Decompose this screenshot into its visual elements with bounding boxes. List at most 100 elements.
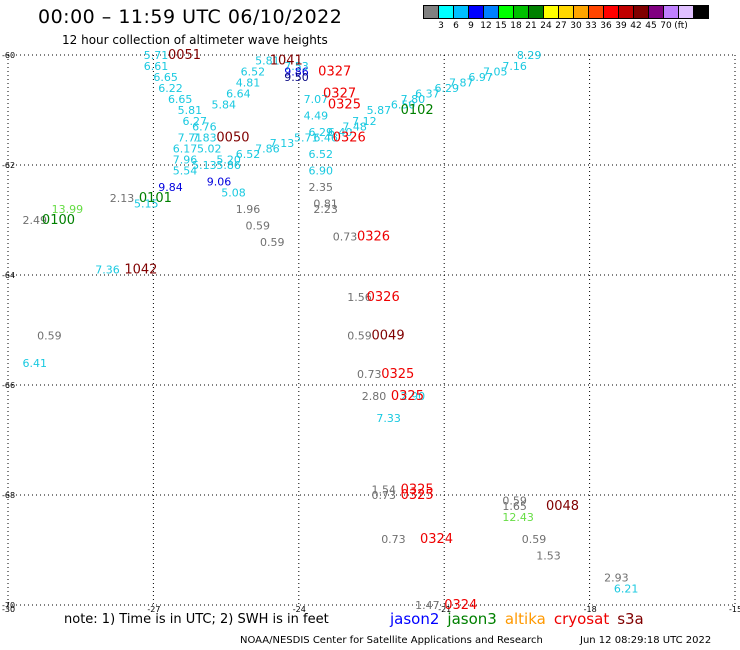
legend-label: 33	[585, 21, 597, 31]
wave-height-label: 5.81	[255, 55, 280, 68]
wave-height-label: 1.65	[502, 500, 527, 513]
lon-label: -18	[584, 605, 597, 614]
satellite-s3a: s3a	[617, 610, 644, 628]
wave-height-label: 7.83	[192, 132, 217, 145]
wave-height-label: 0.81	[313, 198, 338, 211]
wave-height-label: 2.80	[362, 390, 387, 403]
wave-height-label: 2.13	[110, 192, 135, 205]
wave-height-label: 1.54	[372, 484, 397, 497]
pass-time-label: 0051	[168, 48, 201, 63]
page-title: 00:00 – 11:59 UTC 06/10/2022	[38, 6, 343, 28]
pass-time-label: 0325	[401, 488, 434, 503]
wave-height-label: 7.86	[255, 143, 280, 156]
legend-label: 45	[645, 21, 657, 31]
wave-height-label: 12.43	[502, 511, 534, 524]
wave-height-label: 7.53	[284, 60, 309, 73]
wave-height-label: 6.61	[144, 60, 169, 73]
pass-time-label: 0327	[323, 87, 356, 102]
legend-label: 9	[468, 21, 474, 31]
wave-height-label: 5.08	[221, 187, 246, 200]
wave-height-label: 6.64	[226, 88, 251, 101]
lon-label: -24	[293, 605, 306, 614]
wave-height-label: 6.21	[614, 583, 639, 596]
legend-label: 12	[480, 21, 492, 31]
lat-label: -60	[2, 51, 15, 60]
lat-label: -70	[2, 601, 15, 610]
satellite-altika: altika	[504, 610, 546, 628]
wave-height-label: 7.13	[270, 137, 295, 150]
pass-time-label: 0050	[216, 131, 249, 146]
wave-height-label: 6.22	[158, 82, 183, 95]
legend-label: 42	[630, 21, 642, 31]
legend-label: 30	[570, 21, 582, 31]
wave-height-label: 7.36	[95, 264, 120, 277]
wave-height-label: 6.50	[391, 99, 416, 112]
legend-swatch	[693, 5, 709, 19]
wave-height-label: 8.29	[517, 49, 542, 62]
legend-label: 36	[600, 21, 612, 31]
legend-label: 27	[555, 21, 567, 31]
legend-label: 18	[510, 21, 522, 31]
wave-height-label: 6.46	[313, 132, 338, 145]
wave-height-label: 0.73	[333, 231, 358, 244]
pass-time-label: 0325	[401, 483, 434, 498]
page-subtitle: 12 hour collection of altimeter wave hei…	[62, 33, 328, 47]
wave-height-label: 7.71	[178, 132, 203, 145]
pass-time-label: 0048	[546, 499, 579, 514]
wave-height-label: 13.99	[52, 203, 83, 216]
satellite-cryosat: cryosat	[553, 610, 610, 628]
wave-height-label: 7.16	[502, 60, 527, 73]
wave-height-label: 7.05	[483, 66, 508, 79]
wave-height-label: 2.49	[23, 214, 48, 227]
lat-label: -64	[2, 271, 15, 280]
wave-height-label: 6.29	[308, 126, 333, 139]
legend-labels: 3 6 9 12 15 18 21 24 27 30 33 36 39 42 45 70 (ft)	[423, 19, 708, 33]
legend-label: 3	[438, 21, 444, 31]
wave-height-label: 7.87	[449, 77, 474, 90]
pass-time-label: 0324	[420, 532, 453, 547]
lon-label: -30	[2, 605, 15, 614]
wave-height-label: 9.06	[207, 176, 232, 189]
pass-time-label: 0325	[328, 98, 361, 113]
lon-label: -15	[729, 605, 740, 614]
lat-label: -62	[2, 161, 15, 170]
wave-height-label: 7.07	[304, 93, 329, 106]
wave-height-label: 6.65	[153, 71, 178, 84]
pass-time-label: 0102	[401, 103, 434, 118]
lon-label: -21	[438, 605, 451, 614]
legend-label: 15	[495, 21, 507, 31]
wave-height-label: 4.49	[304, 110, 329, 123]
wave-height-label: 5.81	[178, 104, 203, 117]
wave-height-label: 7.12	[352, 115, 377, 128]
wave-height-label: 5.20	[216, 154, 241, 167]
wave-height-label: 1.47	[415, 599, 440, 612]
pass-time-label: 0326	[357, 230, 390, 245]
legend-label: 24	[540, 21, 552, 31]
wave-height-label: 0.73	[357, 368, 382, 381]
wave-height-label: 5.86	[216, 159, 241, 172]
satellite-jason3: jason3	[447, 610, 497, 628]
wave-height-label: 6.27	[182, 115, 207, 128]
pass-time-label: 0324	[444, 598, 477, 613]
wave-height-label: 0.59	[245, 220, 270, 233]
wave-height-label: 5.02	[197, 143, 222, 156]
wave-height-label: 5.71	[144, 49, 169, 62]
axis-labels: -60 -62 -64 -66 -68 -70-30 -27 -24 -21 -18 -15	[2, 51, 740, 614]
pass-time-label: 0325	[391, 389, 424, 404]
wave-height-label: 6.76	[192, 121, 217, 134]
wave-height-label: 6.40	[328, 126, 353, 139]
wave-height-label: 0.59	[502, 495, 527, 508]
wave-height-label: 2.35	[308, 181, 333, 194]
wave-height-label: 6.17	[173, 143, 198, 156]
wave-height-label: 6.29	[435, 82, 460, 95]
wave-height-label: 0.59	[347, 330, 372, 343]
wave-height-label: 5.54	[173, 165, 198, 178]
lat-label: -66	[2, 381, 15, 390]
legend-label: 21	[525, 21, 537, 31]
pass-time-label: 0100	[42, 213, 75, 228]
wave-height-label: 2.90	[401, 390, 426, 403]
wave-height-label: 0.59	[260, 236, 285, 249]
pass-time-label: 0101	[139, 191, 172, 206]
wave-height-label: 6.65	[168, 93, 193, 106]
